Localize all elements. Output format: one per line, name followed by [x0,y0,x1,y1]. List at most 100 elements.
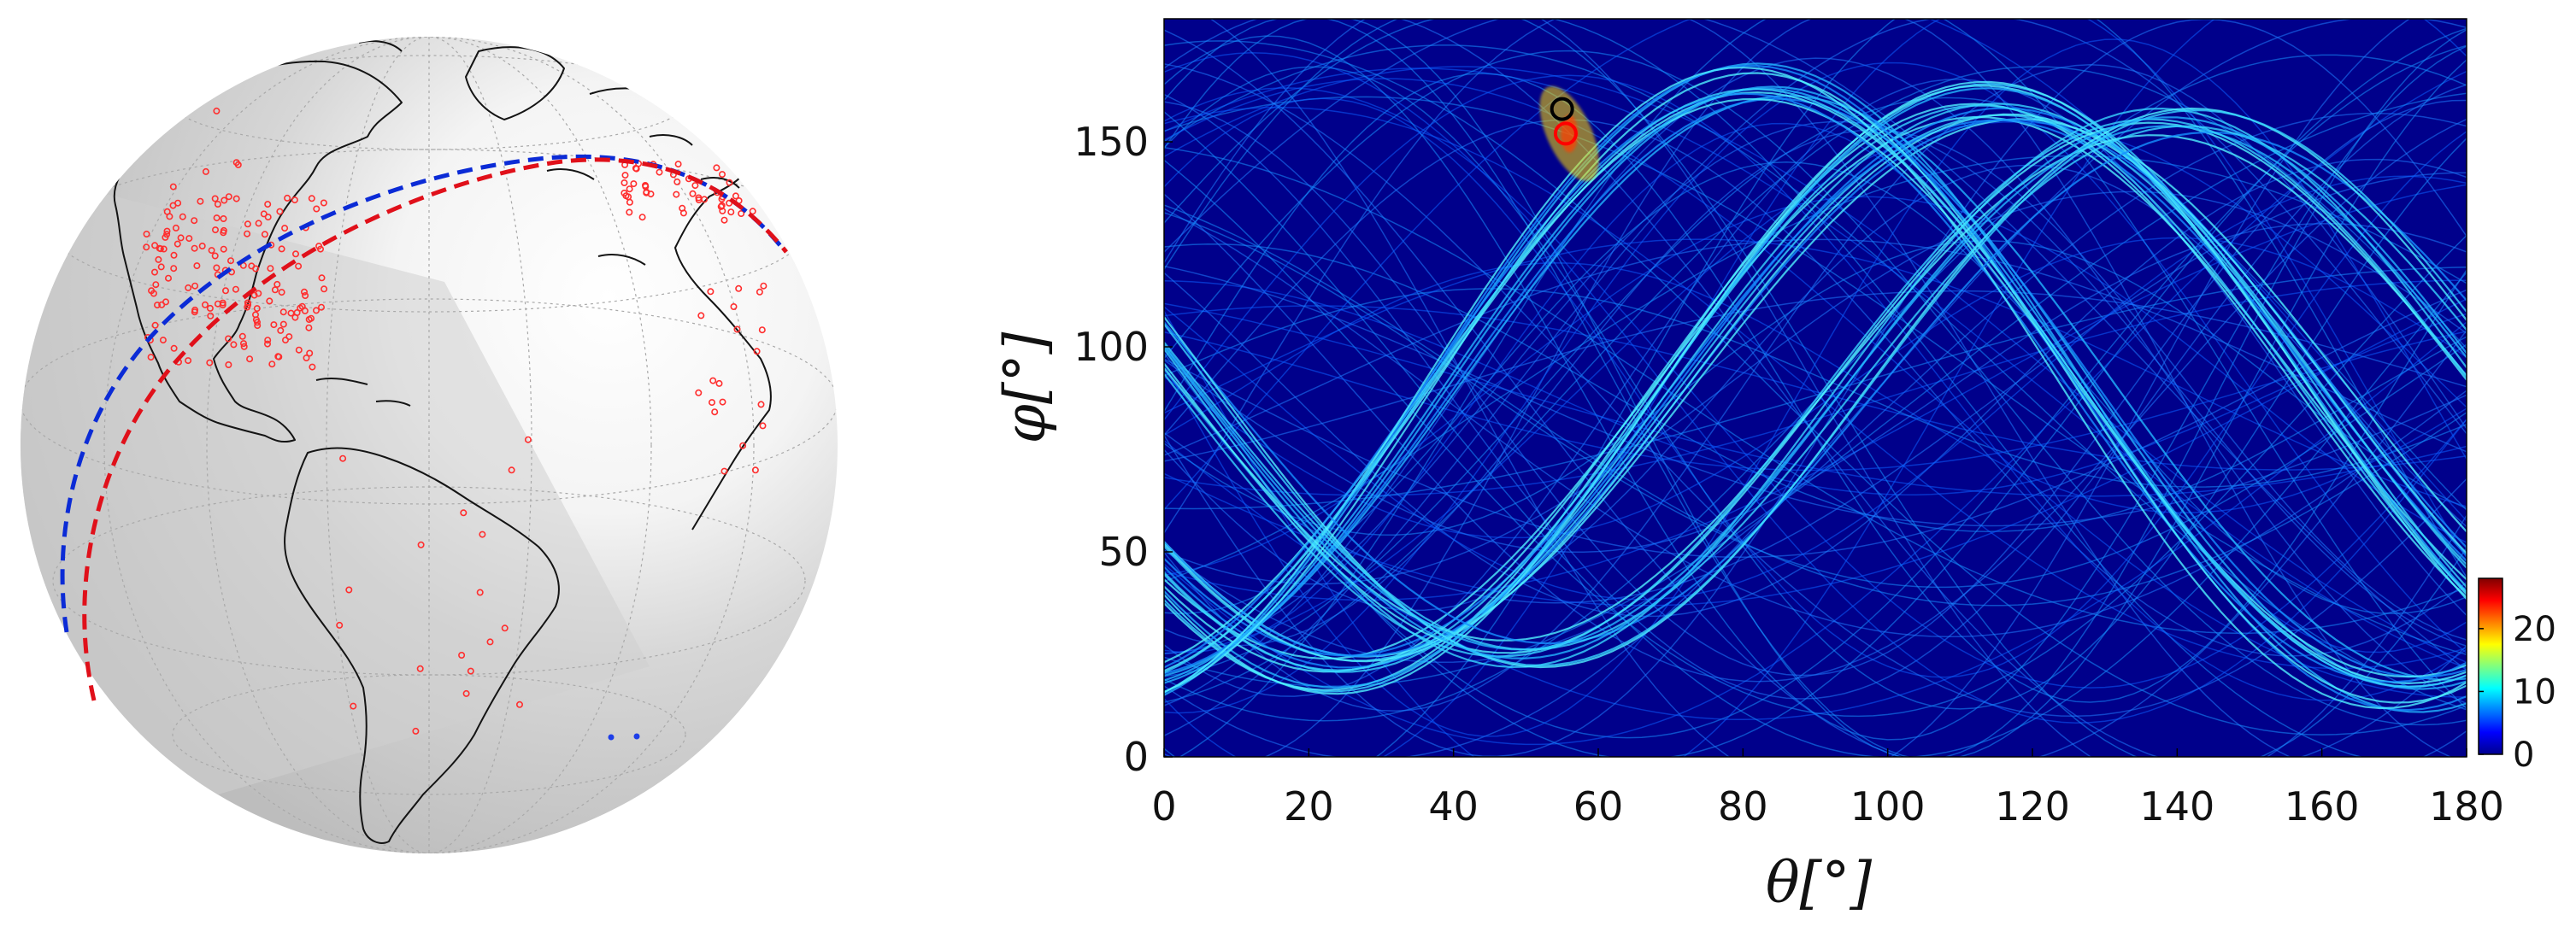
trace-line [1164,97,2467,678]
trace-line [1164,119,2467,657]
axes-frame [1163,18,2467,758]
trace-line [1164,118,2467,658]
city-marker [501,624,509,632]
city-marker [147,354,155,361]
y-tick-label: 150 [1073,119,1149,165]
globe-panel [21,37,838,853]
city-marker [720,216,728,224]
city-marker [268,360,276,368]
trace-line [1164,87,2467,689]
city-marker [232,285,239,293]
city-marker [207,312,215,319]
city-marker [156,244,163,252]
city-marker [758,326,766,334]
trace-line [1164,19,2467,736]
city-marker [266,297,273,305]
trace-line [1164,19,2467,757]
city-marker [252,316,260,324]
y-tick-label: 0 [1124,734,1149,780]
city-marker [708,399,715,407]
city-marker [284,194,291,202]
city-marker [626,185,633,193]
city-marker [291,196,298,204]
city-marker [285,333,293,341]
city-marker [308,195,315,202]
city-marker [626,208,633,216]
city-marker [172,224,179,232]
city-marker [707,288,715,296]
city-marker [295,346,303,354]
city-marker [305,324,313,331]
x-tick-label: 20 [1284,783,1334,829]
x-tick-label: 40 [1428,783,1479,829]
city-marker [719,207,726,214]
trace-line [1164,104,2467,671]
city-marker [486,638,494,646]
trace-line [1164,66,2467,710]
trace-line [1164,237,2467,539]
trace-line [1179,19,2467,757]
city-marker [476,589,484,596]
city-marker [715,379,723,387]
city-marker [160,245,168,253]
city-marker [751,466,759,474]
city-marker [735,284,743,292]
trace-line [1164,116,2467,659]
city-marker [278,245,285,253]
city-marker [148,287,156,295]
city-marker [225,335,232,343]
blue-dashed-curve [60,154,784,633]
city-marker [726,199,733,207]
city-marker [264,201,272,208]
city-marker [730,302,738,310]
city-marker [225,193,232,201]
city-marker [263,340,271,348]
trace-line [1164,99,2467,677]
city-marker [713,164,720,172]
city-marker [620,179,628,187]
city-marker [301,307,309,314]
city-marker [232,159,240,167]
city-marker [193,262,201,270]
city-marker [309,363,316,371]
city-marker [416,665,424,672]
city-marker [212,226,220,234]
city-marker [162,298,170,306]
city-marker [620,190,628,197]
city-marker [281,225,289,232]
trace-line [1164,66,2467,710]
city-marker [320,199,327,207]
city-marker [264,337,272,344]
city-marker [239,340,247,348]
city-marker [202,167,209,175]
trace-line [1164,159,2467,718]
city-marker [291,314,299,321]
city-marker [202,301,209,308]
trace-line [1164,262,2467,513]
trace-line [1164,64,2467,712]
trace-line [1164,212,2467,589]
city-marker [462,689,470,697]
trace-line [1164,113,2467,663]
city-marker [656,168,663,176]
city-marker [152,281,160,289]
trace-line [1164,240,2467,536]
city-marker [757,401,765,408]
trace-line [1164,19,2467,757]
city-marker [279,320,287,328]
city-marker [214,201,221,208]
city-marker [300,288,308,296]
trace-line [1164,204,2467,607]
trace-line [1164,290,2467,462]
city-marker [709,377,717,384]
x-tick-label: 100 [1850,783,1926,829]
trace-line [1164,97,2467,677]
trace-line [1164,70,2467,746]
city-marker [302,291,309,299]
city-marker [197,197,204,205]
city-marker [467,667,474,675]
y-tick-label: 50 [1098,529,1149,575]
city-marker [412,727,420,735]
trace-line [1164,80,2467,695]
colorbar-gradient [2478,577,2503,755]
